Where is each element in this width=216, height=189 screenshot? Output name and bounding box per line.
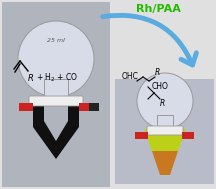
Bar: [44, 79, 68, 99]
Bar: [135, 132, 148, 139]
Text: R: R: [28, 74, 34, 83]
Polygon shape: [144, 129, 186, 151]
Text: Rh/PAA: Rh/PAA: [136, 4, 180, 14]
Bar: [115, 79, 214, 184]
Circle shape: [137, 73, 193, 129]
Bar: [79, 103, 89, 111]
Circle shape: [18, 21, 94, 97]
Bar: [182, 132, 194, 139]
FancyBboxPatch shape: [29, 96, 83, 106]
Bar: [157, 115, 173, 129]
Bar: [89, 103, 99, 111]
Bar: [19, 103, 33, 111]
Text: + H$_2$ + CO: + H$_2$ + CO: [36, 71, 78, 84]
Polygon shape: [33, 99, 79, 159]
FancyArrowPatch shape: [103, 15, 196, 65]
Text: R: R: [160, 99, 165, 108]
Bar: [2, 2, 110, 187]
Text: OHC: OHC: [122, 72, 139, 81]
FancyBboxPatch shape: [147, 126, 183, 135]
Text: 25 mI: 25 mI: [47, 39, 65, 43]
Text: R: R: [155, 68, 160, 77]
Polygon shape: [152, 151, 178, 175]
Text: CHO: CHO: [152, 82, 169, 91]
